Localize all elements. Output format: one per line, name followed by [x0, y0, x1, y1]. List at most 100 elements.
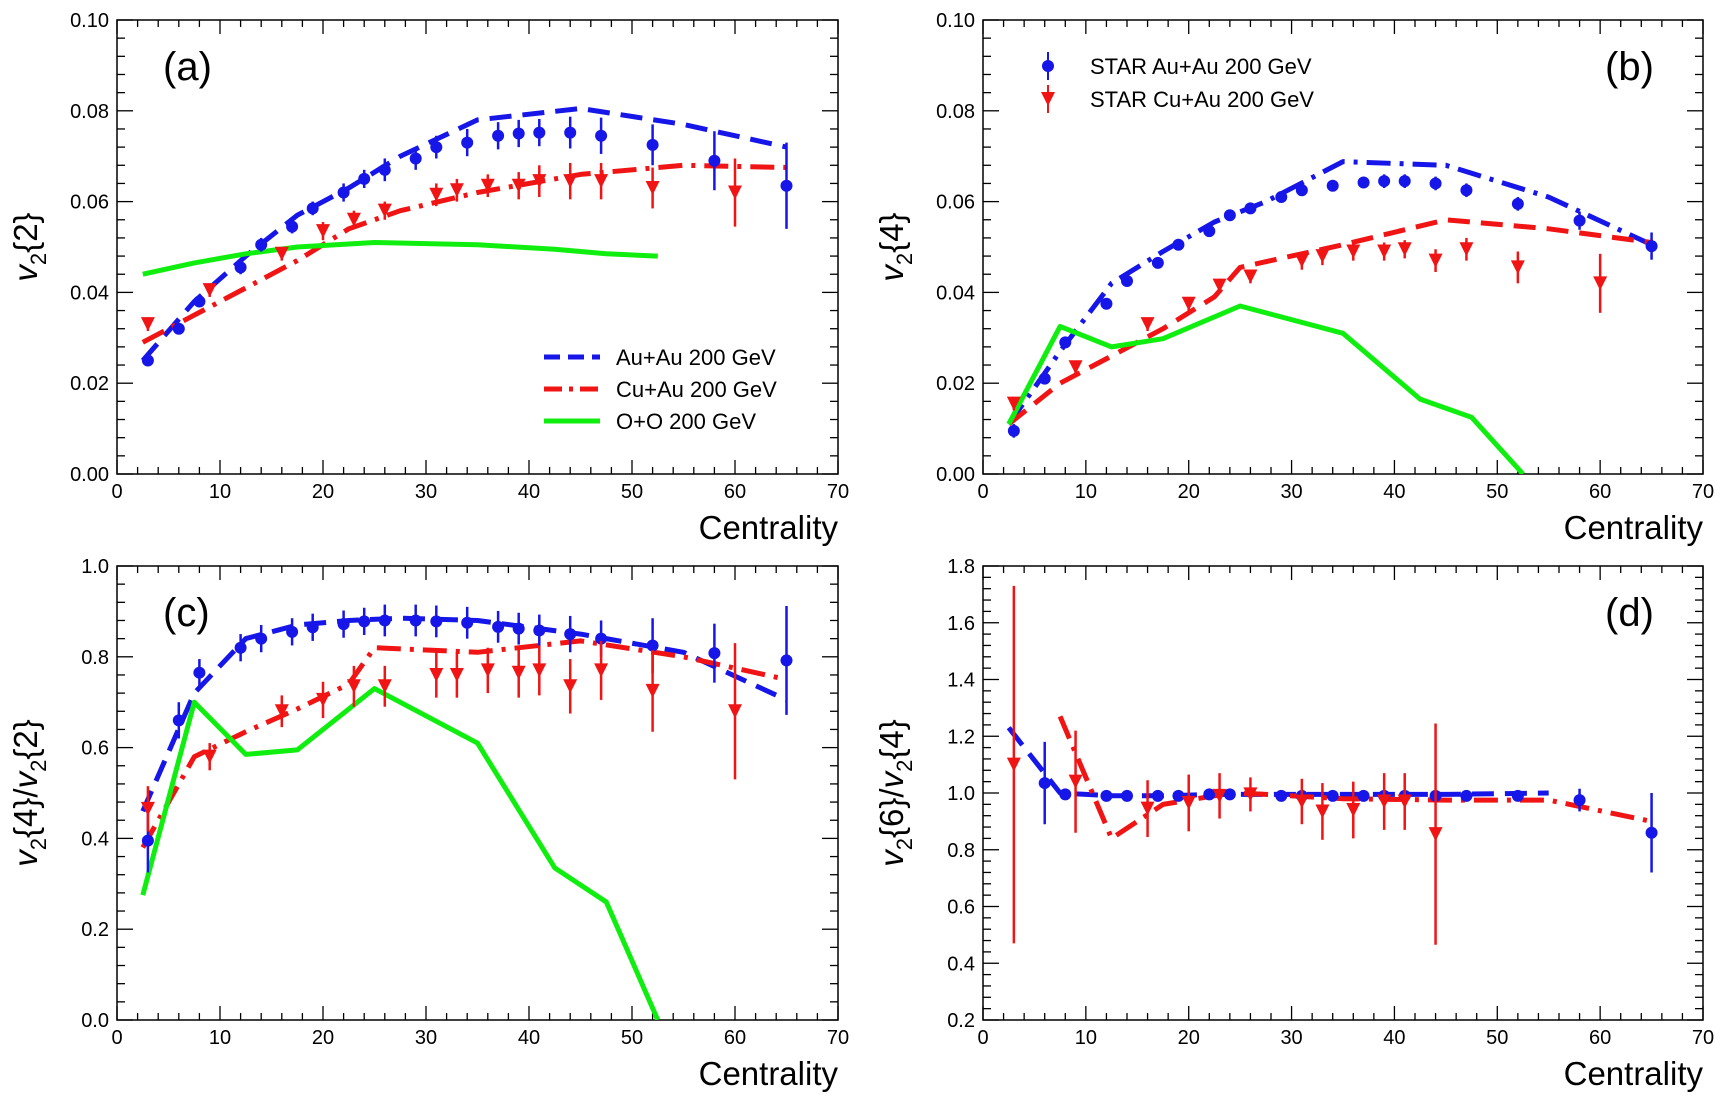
- x-tick-label: 10: [1075, 1027, 1097, 1049]
- x-tick-label: 0: [111, 481, 122, 503]
- y-tick-label: 0.08: [936, 101, 975, 123]
- data-point-cuau: [1140, 801, 1155, 816]
- y-axis-title: v2{2}: [7, 212, 51, 281]
- series-line-cuau: [1007, 217, 1652, 427]
- y-tick-label: 0.0: [81, 1010, 109, 1032]
- y-title-symbol: v: [7, 769, 44, 788]
- data-point-auau: [1326, 789, 1339, 802]
- data-point-cuau: [1243, 269, 1258, 284]
- data-point-cuau: [1006, 396, 1021, 411]
- series-line-auau: [140, 615, 788, 813]
- data-point-cuau: [1140, 317, 1155, 332]
- data-point-auau: [172, 714, 185, 727]
- chart-panel-2: 0 10 20 30 40 50 60 70 0.0 0.2 0.4 0.6 0.8 1.0 Central…: [7, 556, 849, 1092]
- data-point-cuau: [532, 174, 547, 189]
- data-point-auau: [1203, 788, 1216, 801]
- y-title-subscript: 2: [26, 838, 51, 850]
- y-tick-label: 1.0: [947, 783, 975, 805]
- data-point-cuau: [563, 679, 578, 694]
- data-point-cuau: [1181, 296, 1196, 311]
- legend-label: STAR Au+Au 200 GeV: [1090, 54, 1312, 79]
- data-point-auau: [1244, 202, 1257, 215]
- data-point-auau: [1398, 175, 1411, 188]
- data-point-cuau: [1510, 260, 1525, 275]
- data-point-auau: [378, 163, 391, 176]
- series-line-oo: [140, 686, 661, 1020]
- data-point-cuau: [140, 801, 155, 816]
- data-point-cuau: [1428, 827, 1443, 842]
- series-layer: [140, 604, 793, 1020]
- data-point-auau: [1172, 238, 1185, 251]
- x-axis-title: Centrality: [1564, 509, 1704, 546]
- data-point-auau: [780, 179, 793, 192]
- x-tick-label: 60: [724, 1027, 746, 1049]
- data-point-cuau: [594, 663, 609, 678]
- data-point-auau: [1460, 184, 1473, 197]
- data-point-auau: [430, 615, 443, 628]
- x-tick-label: 60: [724, 481, 746, 503]
- data-point-auau: [708, 154, 721, 167]
- x-tick-label: 70: [827, 1027, 849, 1049]
- y-title-order: {2}: [7, 719, 44, 759]
- y-tick-label: 0.02: [936, 373, 975, 395]
- data-point-auau: [409, 614, 422, 627]
- data-point-cuau: [1294, 794, 1309, 809]
- y-tick-label: 0.04: [936, 282, 975, 304]
- legend-marker-cuau: [1041, 92, 1055, 106]
- legend-label: STAR Cu+Au 200 GeV: [1090, 87, 1314, 112]
- y-title-symbol: v: [7, 263, 44, 282]
- series-layer: [140, 106, 793, 367]
- data-point-cuau: [1294, 253, 1309, 268]
- x-tick-label: 10: [209, 481, 231, 503]
- y-tick-label: 1.0: [81, 556, 109, 578]
- y-title-subscript: 2: [892, 253, 917, 265]
- data-point-cuau: [316, 692, 330, 707]
- x-tick-label: 30: [415, 481, 437, 503]
- plot-frame: [116, 19, 839, 475]
- y-axis-title: v2{6}/v2{4}: [873, 719, 917, 866]
- data-point-auau: [409, 152, 422, 165]
- x-tick-label: 50: [621, 1027, 643, 1049]
- data-point-auau: [1511, 197, 1524, 210]
- data-point-auau: [1121, 275, 1133, 288]
- data-point-cuau: [1068, 774, 1083, 789]
- y-tick-label: 0.08: [70, 101, 109, 123]
- x-tick-label: 70: [1692, 1027, 1714, 1049]
- data-point-cuau: [346, 212, 361, 227]
- series-layer: [1006, 585, 1658, 945]
- x-axis-title: Centrality: [699, 1055, 839, 1092]
- data-point-auau: [1645, 240, 1658, 253]
- data-point-cuau: [140, 317, 155, 332]
- data-point-cuau: [728, 185, 742, 200]
- data-point-cuau: [511, 178, 526, 193]
- data-point-auau: [172, 322, 185, 335]
- y-tick-label: 1.6: [947, 613, 975, 635]
- x-tick-label: 0: [111, 1027, 122, 1049]
- data-point-auau: [1151, 256, 1164, 269]
- data-point-auau: [1460, 789, 1473, 802]
- series-line-oo: [142, 240, 658, 277]
- chart-panel-1: 0 10 20 30 40 50 60 70 0.00 0.02 0.04 0.06 0.08 0.10 C…: [873, 10, 1714, 546]
- panel-label: (d): [1605, 591, 1654, 635]
- data-point-cuau: [1377, 794, 1392, 809]
- y-title-subscript: 2: [892, 760, 917, 772]
- y-tick-label: 0.10: [936, 10, 975, 32]
- data-point-cuau: [429, 187, 444, 202]
- data-point-auau: [141, 834, 154, 847]
- data-point-auau: [461, 136, 474, 149]
- series-line-oo: [1006, 303, 1525, 474]
- x-tick-label: 20: [1178, 481, 1200, 503]
- data-point-auau: [255, 632, 268, 645]
- y-title-order: {2}: [7, 212, 44, 252]
- data-point-cuau: [449, 183, 464, 198]
- series-layer: [1006, 159, 1658, 474]
- x-tick-label: 40: [1383, 481, 1405, 503]
- data-point-auau: [337, 618, 350, 631]
- data-point-cuau: [316, 224, 330, 239]
- y-title-order: {4}/: [7, 788, 44, 838]
- x-tick-label: 60: [1589, 1027, 1611, 1049]
- y-tick-label: 0.2: [947, 1010, 975, 1032]
- data-point-auau: [595, 632, 608, 645]
- x-tick-label: 20: [312, 1027, 334, 1049]
